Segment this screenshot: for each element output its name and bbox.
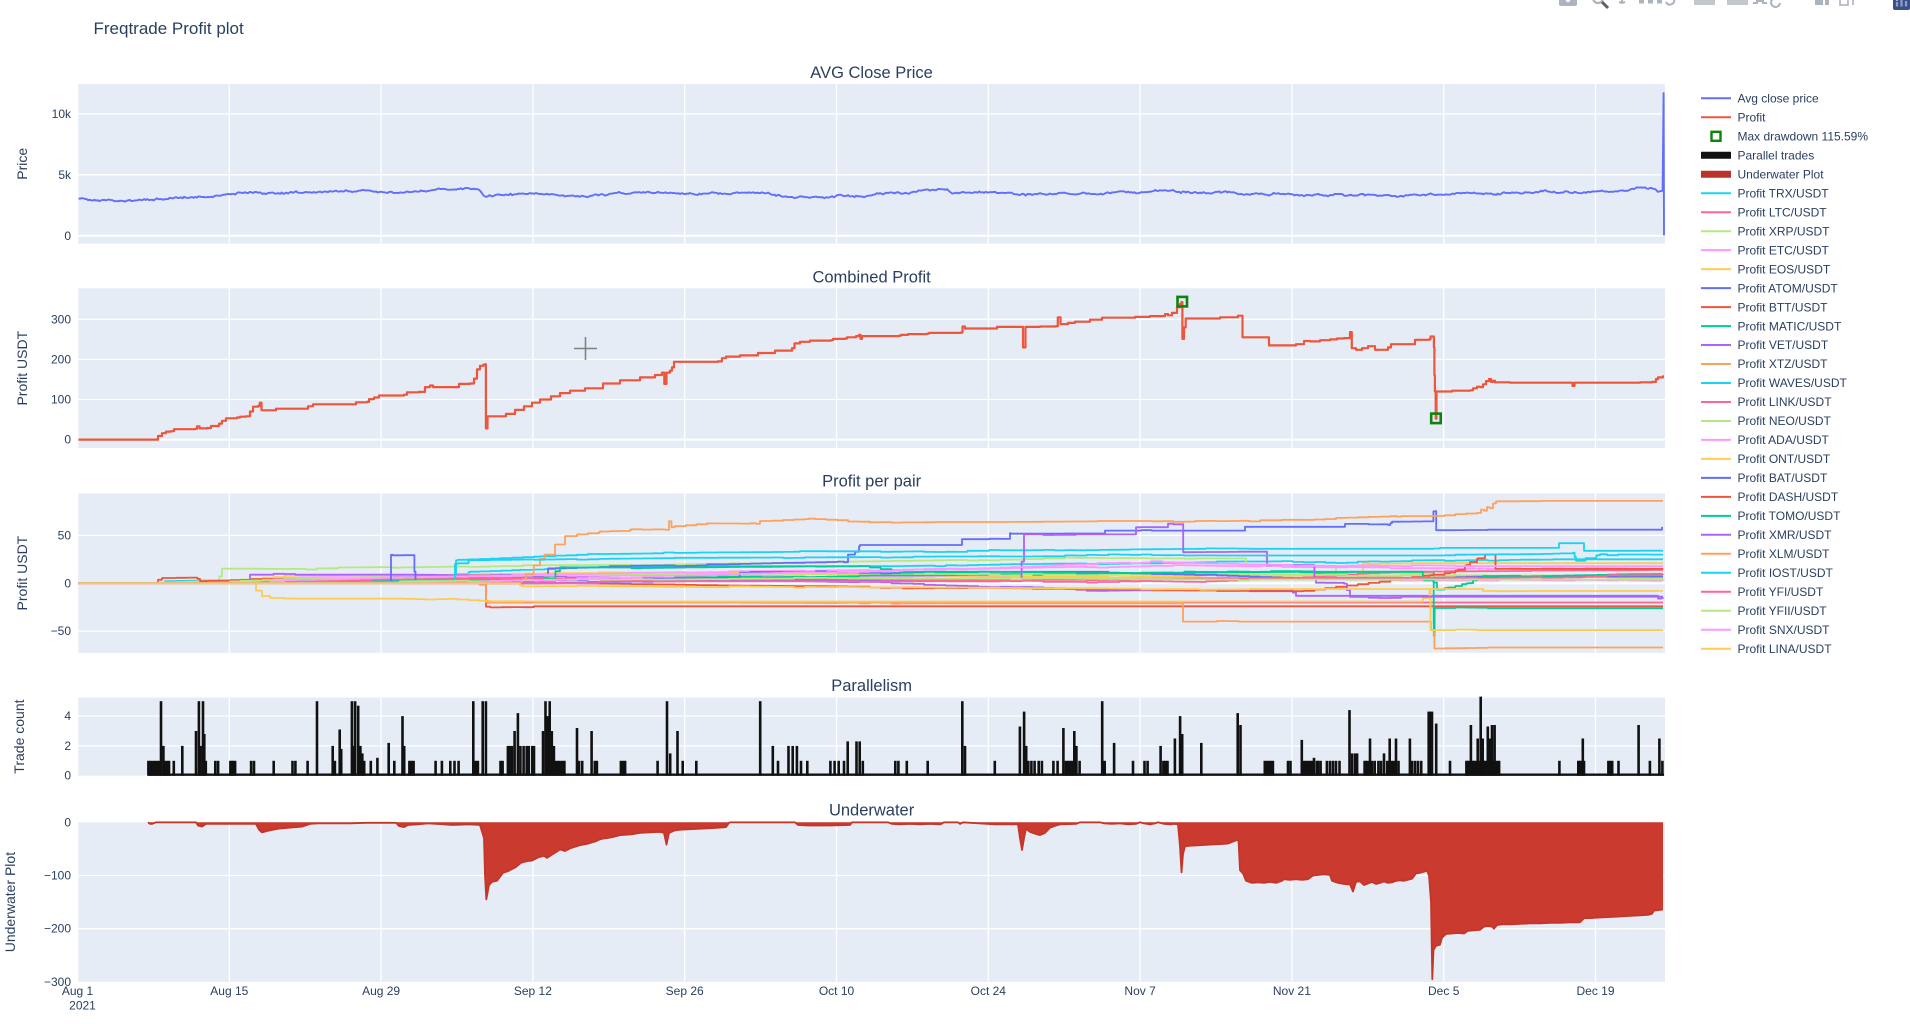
svg-text:Nov 21: Nov 21: [1273, 984, 1311, 998]
svg-text:10k: 10k: [52, 107, 72, 121]
svg-text:100: 100: [51, 393, 71, 407]
svg-text:Profit DASH/USDT: Profit DASH/USDT: [1738, 490, 1839, 504]
svg-text:Aug 1: Aug 1: [62, 984, 94, 998]
svg-text:Dec 19: Dec 19: [1576, 984, 1614, 998]
svg-text:Profit IOST/USDT: Profit IOST/USDT: [1738, 566, 1834, 580]
svg-text:Trade count: Trade count: [11, 699, 27, 773]
svg-text:Profit SNX/USDT: Profit SNX/USDT: [1738, 623, 1831, 637]
svg-text:Profit BTT/USDT: Profit BTT/USDT: [1738, 300, 1829, 314]
svg-text:Profit MATIC/USDT: Profit MATIC/USDT: [1738, 319, 1842, 333]
svg-text:Profit LTC/USDT: Profit LTC/USDT: [1738, 205, 1828, 219]
svg-text:300: 300: [51, 312, 71, 326]
svg-text:Max drawdown 115.59%: Max drawdown 115.59%: [1738, 130, 1869, 144]
svg-text:AVG Close Price: AVG Close Price: [810, 64, 933, 82]
svg-text:Profit ATOM/USDT: Profit ATOM/USDT: [1738, 281, 1839, 295]
svg-text:Profit TOMO/USDT: Profit TOMO/USDT: [1738, 509, 1842, 523]
svg-text:Profit WAVES/USDT: Profit WAVES/USDT: [1738, 376, 1848, 390]
svg-text:Oct 10: Oct 10: [819, 984, 855, 998]
svg-text:Underwater Plot: Underwater Plot: [2, 852, 18, 952]
svg-text:Freqtrade Profit plot: Freqtrade Profit plot: [94, 19, 245, 38]
svg-text:2021: 2021: [69, 999, 96, 1013]
svg-text:Profit VET/USDT: Profit VET/USDT: [1738, 338, 1829, 352]
svg-text:Underwater: Underwater: [829, 802, 915, 820]
svg-text:Profit NEO/USDT: Profit NEO/USDT: [1738, 414, 1832, 428]
svg-text:Profit XRP/USDT: Profit XRP/USDT: [1738, 224, 1831, 238]
svg-text:Profit EOS/USDT: Profit EOS/USDT: [1738, 262, 1831, 276]
svg-text:Profit YFII/USDT: Profit YFII/USDT: [1738, 604, 1828, 618]
svg-text:2: 2: [64, 739, 71, 753]
svg-text:Profit LINA/USDT: Profit LINA/USDT: [1738, 642, 1833, 656]
svg-text:Profit ADA/USDT: Profit ADA/USDT: [1738, 433, 1830, 447]
svg-text:Profit ETC/USDT: Profit ETC/USDT: [1738, 243, 1830, 257]
svg-text:Aug 15: Aug 15: [210, 984, 248, 998]
svg-text:Aug 29: Aug 29: [362, 984, 400, 998]
svg-text:Profit USDT: Profit USDT: [14, 330, 30, 405]
svg-text:Profit XLM/USDT: Profit XLM/USDT: [1738, 547, 1831, 561]
svg-text:0: 0: [64, 229, 71, 243]
svg-text:−100: −100: [44, 869, 71, 883]
svg-text:Profit LINK/USDT: Profit LINK/USDT: [1738, 395, 1833, 409]
svg-text:Sep 26: Sep 26: [666, 984, 704, 998]
svg-text:Combined Profit: Combined Profit: [812, 269, 931, 287]
svg-text:Profit YFI/USDT: Profit YFI/USDT: [1738, 585, 1824, 599]
svg-text:Profit ONT/USDT: Profit ONT/USDT: [1738, 452, 1831, 466]
svg-text:0: 0: [64, 433, 71, 447]
svg-text:0: 0: [64, 769, 71, 783]
svg-text:5k: 5k: [58, 168, 72, 182]
svg-text:4: 4: [64, 709, 71, 723]
svg-text:−50: −50: [51, 624, 72, 638]
svg-text:Profit USDT: Profit USDT: [14, 535, 30, 610]
svg-text:0: 0: [64, 576, 71, 590]
svg-text:Dec 5: Dec 5: [1428, 984, 1460, 998]
svg-text:Oct 24: Oct 24: [971, 984, 1007, 998]
svg-text:Profit TRX/USDT: Profit TRX/USDT: [1738, 186, 1830, 200]
svg-text:Underwater Plot: Underwater Plot: [1738, 167, 1825, 181]
svg-text:Profit XTZ/USDT: Profit XTZ/USDT: [1738, 357, 1829, 371]
svg-text:50: 50: [58, 528, 72, 542]
svg-text:Profit BAT/USDT: Profit BAT/USDT: [1738, 471, 1828, 485]
svg-text:Price: Price: [14, 148, 30, 180]
svg-text:Nov 7: Nov 7: [1124, 984, 1156, 998]
svg-text:Profit XMR/USDT: Profit XMR/USDT: [1738, 528, 1833, 542]
svg-text:−200: −200: [44, 922, 71, 936]
svg-text:Parallelism: Parallelism: [831, 677, 912, 695]
svg-text:Avg close price: Avg close price: [1738, 92, 1819, 106]
svg-text:−300: −300: [44, 975, 71, 989]
svg-text:200: 200: [51, 352, 71, 366]
svg-text:Profit: Profit: [1738, 111, 1767, 125]
svg-text:Parallel trades: Parallel trades: [1738, 148, 1815, 162]
svg-text:0: 0: [64, 815, 71, 829]
svg-text:Sep 12: Sep 12: [514, 984, 552, 998]
svg-text:Profit per pair: Profit per pair: [822, 473, 922, 491]
